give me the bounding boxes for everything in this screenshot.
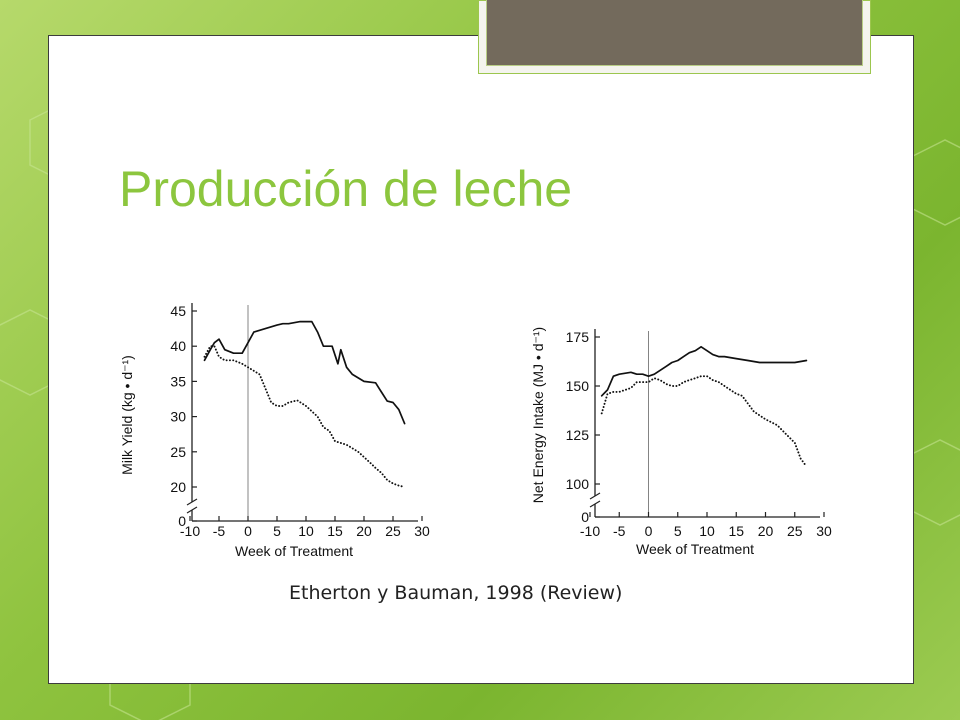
y-tick-label: 125: [566, 427, 590, 443]
y-tick-label: 25: [170, 444, 186, 460]
x-tick-label: -5: [213, 523, 226, 539]
series-line-dotted: [600, 375, 808, 468]
x-tick-label: 25: [787, 523, 803, 539]
x-tick-label: 15: [327, 523, 343, 539]
x-tick-label: 25: [385, 523, 401, 539]
series-line-solid: [600, 345, 808, 397]
y-tick-label: 35: [170, 373, 186, 389]
y-tick-label: 20: [170, 479, 186, 495]
milk-yield-chart: 0 20 25 30 35 40 45 -10 -5 0 5 10 15 20 25 30 Week of Tr…: [119, 303, 430, 559]
x-tick-label: 0: [244, 523, 252, 539]
x-tick-label: 15: [728, 523, 744, 539]
x-tick-label: 10: [699, 523, 715, 539]
x-axis-label: Week of Treatment: [235, 543, 353, 559]
y-axis-break-mark: [186, 506, 198, 514]
y-tick-label: 0: [178, 513, 186, 529]
y-tick-label: 150: [566, 378, 590, 394]
slide-panel: [48, 35, 914, 684]
x-tick-label: 30: [816, 523, 832, 539]
x-tick-label: 30: [414, 523, 430, 539]
x-tick-label: 5: [273, 523, 281, 539]
net-energy-intake-chart: 0 100 125 150 175 -10 -5 0 5 10 15 20 25 30 Week of Tr…: [530, 327, 832, 557]
x-tick-label: -5: [613, 523, 626, 539]
slide-title: Producción de leche: [119, 161, 573, 217]
decorative-tab: [486, 0, 863, 66]
y-axis-break-mark: [589, 500, 601, 508]
x-tick-label: 20: [758, 523, 774, 539]
y-axis-label: Net Energy Intake (MJ • d⁻¹): [530, 327, 546, 503]
y-tick-label: 30: [170, 409, 186, 425]
x-tick-label: -10: [580, 523, 600, 539]
y-tick-label: 40: [170, 338, 186, 354]
y-tick-label: 100: [566, 476, 590, 492]
series-line-dotted: [203, 345, 406, 488]
y-axis-break-mark: [186, 498, 198, 506]
slide-caption: Etherton y Bauman, 1998 (Review): [289, 582, 623, 604]
x-tick-label: 20: [356, 523, 372, 539]
y-axis-break-mark: [589, 492, 601, 500]
y-tick-label: 0: [581, 509, 589, 525]
x-tick-label: 10: [298, 523, 314, 539]
x-axis-label: Week of Treatment: [636, 541, 754, 557]
y-tick-label: 45: [170, 303, 186, 319]
series-line-solid: [203, 320, 406, 425]
y-axis-label: Milk Yield (kg • d⁻¹): [119, 355, 135, 475]
x-tick-label: -10: [180, 523, 200, 539]
x-tick-label: 5: [674, 523, 682, 539]
y-tick-label: 175: [566, 329, 590, 345]
x-tick-label: 0: [645, 523, 653, 539]
